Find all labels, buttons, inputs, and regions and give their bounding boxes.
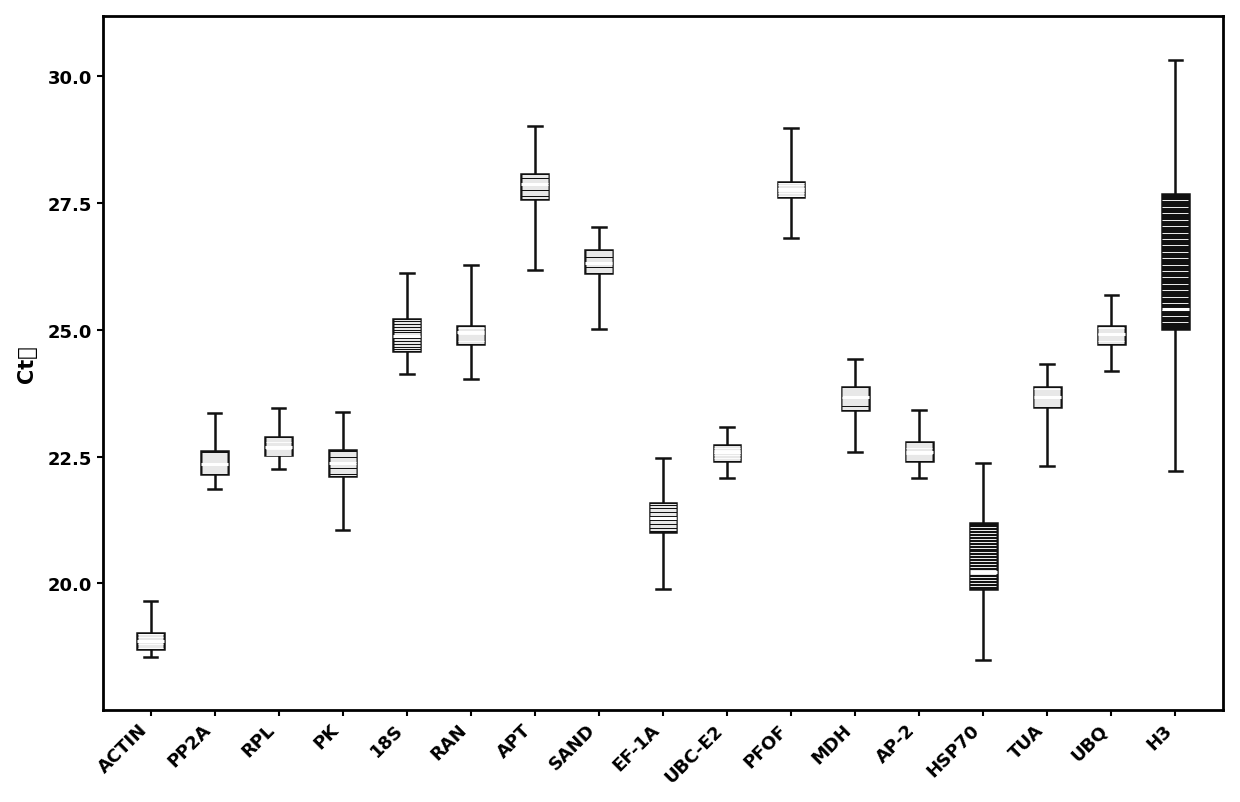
Bar [713,446,740,461]
Bar [330,451,356,476]
Bar [1162,195,1189,330]
Bar [265,438,293,456]
Bar [201,452,228,475]
Bar [1034,387,1060,407]
Bar [393,319,420,351]
Bar [970,524,997,589]
Bar [585,250,613,273]
Y-axis label: Ct値: Ct値 [16,345,37,383]
Bar [905,443,932,461]
Bar [521,175,548,200]
Bar [138,633,164,650]
Bar [777,183,805,198]
Bar [842,387,868,411]
Bar [458,326,485,345]
Bar [650,504,676,532]
Bar [1097,326,1125,345]
